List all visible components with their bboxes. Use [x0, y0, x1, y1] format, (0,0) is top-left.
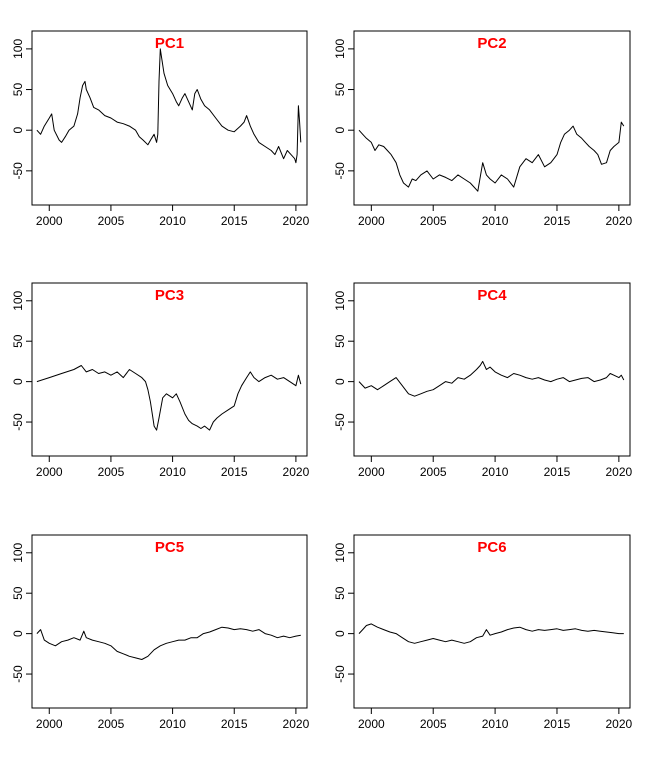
- x-tick-label: 2005: [98, 717, 125, 731]
- y-tick-label: 100: [11, 39, 25, 59]
- y-tick-label: 100: [333, 39, 347, 59]
- y-tick-label: 0: [333, 127, 347, 134]
- y-tick-label: -50: [11, 413, 25, 431]
- x-tick-label: 2010: [482, 717, 509, 731]
- x-tick-label: 2000: [358, 465, 385, 479]
- x-tick-label: 2015: [221, 717, 248, 731]
- x-tick-label: 2010: [482, 465, 509, 479]
- chart-title-pc6: PC6: [477, 539, 506, 556]
- y-tick-label: 100: [11, 542, 25, 562]
- y-tick-label: 0: [333, 378, 347, 385]
- chart-title-pc5: PC5: [155, 539, 184, 556]
- series-line-pc5: [36, 626, 301, 660]
- x-tick-label: 2000: [358, 717, 385, 731]
- x-tick-label: 2015: [544, 214, 571, 228]
- panel-pc1: -50 0 50 100 2000 2005 2010 2015 2020 PC1: [11, 30, 310, 228]
- plot-frame: [353, 534, 631, 709]
- x-tick-label: 2020: [606, 717, 633, 731]
- y-tick-label: 0: [11, 630, 25, 637]
- chart-title-pc4: PC4: [477, 287, 507, 304]
- y-tick-label: -50: [333, 162, 347, 180]
- panel-pc3: -50 0 50 100 2000 2005 2010 2015 2020 PC3: [11, 282, 310, 479]
- y-tick-label: 50: [11, 334, 25, 348]
- panel-pc2: -50 0 50 100 2000 2005 2010 2015 2020 PC2: [333, 30, 633, 228]
- y-tick-label: 100: [333, 290, 347, 310]
- x-tick-label: 2020: [283, 214, 310, 228]
- panel-pc6: -50 0 50 100 2000 2005 2010 2015 2020 PC6: [333, 534, 633, 731]
- series-line-pc1: [36, 48, 302, 164]
- x-tick-label: 2010: [159, 465, 186, 479]
- x-tick-label: 2000: [358, 214, 385, 228]
- chart-title-pc2: PC2: [477, 35, 506, 52]
- x-tick-label: 2010: [159, 717, 186, 731]
- series-line-pc3: [36, 365, 302, 431]
- x-tick-label: 2005: [420, 214, 447, 228]
- y-tick-label: 100: [333, 542, 347, 562]
- plot-frame: [31, 282, 308, 457]
- y-tick-label: 50: [11, 586, 25, 600]
- y-tick-label: 50: [333, 334, 347, 348]
- x-tick-label: 2015: [221, 214, 248, 228]
- plot-frame: [31, 30, 308, 206]
- y-tick-label: -50: [11, 162, 25, 180]
- x-tick-label: 2000: [36, 214, 63, 228]
- y-tick-label: -50: [333, 665, 347, 683]
- panel-pc4: -50 0 50 100 2000 2005 2010 2015 2020 PC4: [333, 282, 633, 479]
- x-tick-label: 2020: [283, 717, 310, 731]
- chart-title-pc3: PC3: [155, 287, 184, 304]
- x-tick-label: 2015: [544, 465, 571, 479]
- series-line-pc6: [358, 623, 624, 644]
- y-tick-label: 50: [11, 83, 25, 97]
- x-tick-label: 2010: [482, 214, 509, 228]
- x-tick-label: 2000: [36, 465, 63, 479]
- y-tick-label: 0: [11, 378, 25, 385]
- y-tick-label: -50: [11, 665, 25, 683]
- x-tick-label: 2000: [36, 717, 63, 731]
- series-line-pc2: [358, 121, 625, 192]
- x-tick-label: 2015: [544, 717, 571, 731]
- series-line-pc4: [358, 360, 625, 397]
- x-tick-label: 2020: [606, 214, 633, 228]
- x-tick-label: 2005: [420, 717, 447, 731]
- chart-title-pc1: PC1: [155, 35, 184, 52]
- y-tick-label: -50: [333, 413, 347, 431]
- y-tick-label: 0: [333, 630, 347, 637]
- plot-frame: [353, 30, 631, 206]
- y-tick-label: 100: [11, 290, 25, 310]
- x-tick-label: 2005: [420, 465, 447, 479]
- plot-frame: [353, 282, 631, 457]
- y-tick-label: 0: [11, 127, 25, 134]
- panel-pc5: -50 0 50 100 2000 2005 2010 2015 2020 PC5: [11, 534, 310, 731]
- x-tick-label: 2005: [98, 214, 125, 228]
- x-tick-label: 2010: [159, 214, 186, 228]
- x-tick-label: 2015: [221, 465, 248, 479]
- plot-frame: [31, 534, 308, 709]
- y-tick-label: 50: [333, 586, 347, 600]
- x-tick-label: 2005: [98, 465, 125, 479]
- y-tick-label: 50: [333, 83, 347, 97]
- x-tick-label: 2020: [606, 465, 633, 479]
- x-tick-label: 2020: [283, 465, 310, 479]
